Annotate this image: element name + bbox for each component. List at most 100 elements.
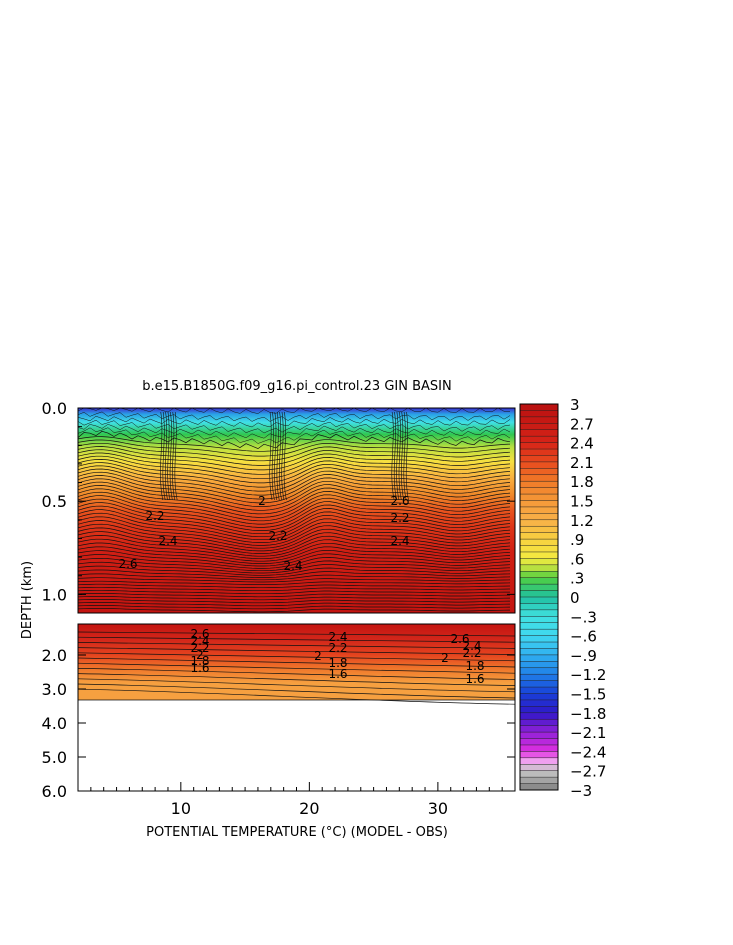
- contour-label: 2: [314, 649, 322, 663]
- colorbar-swatch: [520, 449, 558, 456]
- colorbar-swatch: [520, 461, 558, 469]
- colorbar-swatch: [520, 500, 558, 508]
- contour-label: 2.4: [158, 534, 177, 548]
- contour-line: [77, 589, 510, 595]
- contour-line: [77, 442, 511, 462]
- colorbar-swatch: [520, 687, 558, 694]
- colorbar-swatch: [520, 564, 558, 572]
- colorbar-swatch: [520, 404, 558, 411]
- contour-line: [169, 411, 173, 501]
- contour-line: [77, 531, 511, 554]
- contour-line: [77, 636, 516, 643]
- contour-line: [77, 577, 511, 583]
- contour-line: [405, 411, 409, 501]
- lower-panel: 2.62.42.221.81.62.42.22 1.81.62.62.42.221…: [77, 623, 516, 792]
- contour-line: [77, 546, 511, 564]
- lower-panel-fill: [78, 624, 515, 700]
- colorbar-swatch: [520, 764, 558, 772]
- colorbar-swatch: [520, 442, 558, 450]
- colorbar-swatch: [520, 719, 558, 727]
- colorbar-swatch: [520, 429, 558, 437]
- contour-line: [77, 662, 516, 674]
- upper-panel: 2 2.2 2.4 2.6 2.2 2.4 2.6 2.2 2.4: [77, 407, 516, 614]
- colorbar-swatch: [520, 436, 558, 444]
- contour-label: 2.6: [118, 557, 137, 571]
- colorbar-swatch: [520, 732, 558, 740]
- colorbar-swatch: [520, 783, 558, 791]
- contour-line: [77, 468, 511, 496]
- contour-line: [281, 411, 285, 501]
- x-axis-ticks: 10 20 30: [90, 782, 503, 818]
- contour-label: 2.2: [268, 529, 287, 543]
- contour-label: 2: [441, 651, 449, 665]
- x-tick-label: 30: [428, 799, 448, 818]
- contour-line: [401, 411, 405, 501]
- colorbar-swatch: [520, 609, 558, 617]
- y-axis-label: DEPTH (km): [20, 561, 35, 639]
- contour-line: [77, 550, 511, 567]
- contour-label: 2.2: [328, 641, 347, 655]
- y-tick-label: 4.0: [42, 714, 67, 733]
- contour-line: [278, 411, 282, 501]
- x-tick-label: 20: [299, 799, 319, 818]
- contour-line: [77, 583, 511, 589]
- colorbar-swatch: [520, 481, 558, 489]
- contour-line: [77, 573, 511, 581]
- colorbar-swatch: [520, 667, 558, 675]
- colorbar-swatch: [520, 738, 558, 746]
- contour-label: 2: [196, 648, 204, 662]
- contour-label: 1.8: [328, 656, 347, 670]
- contour-label: 2.2: [390, 511, 409, 525]
- lower-contour-labels: 2.62.42.221.81.62.42.22 1.81.62.62.42.221…: [190, 627, 484, 686]
- contour-line: [77, 561, 511, 574]
- contour-line: [77, 631, 516, 637]
- contour-line: [77, 565, 511, 576]
- contour-line: [274, 411, 278, 501]
- contour-line: [77, 535, 511, 557]
- contour-line: [77, 516, 511, 543]
- colorbar-swatch: [520, 410, 558, 418]
- colorbar-swatch: [520, 526, 558, 534]
- contour-line: [77, 688, 516, 705]
- y-axis-lower-ticks: 2.0 3.0 4.0 5.0 6.0: [42, 646, 515, 801]
- contour-line: [77, 586, 511, 592]
- upper-panel-frame: [77, 407, 516, 614]
- colorbar-swatch: [520, 622, 558, 630]
- contour-label: 2.2: [145, 509, 164, 523]
- colorbar-swatch: [520, 455, 558, 463]
- colorbar-swatch: [520, 590, 558, 598]
- colorbar-label: .3: [570, 570, 584, 588]
- colorbar-swatch: [520, 551, 558, 559]
- colorbar-swatch: [520, 777, 558, 785]
- contour-line: [77, 430, 511, 449]
- contour-line: [164, 411, 168, 501]
- colorbar-swatch: [520, 597, 558, 604]
- y-tick-label: 3.0: [42, 680, 67, 699]
- colorbar-swatch: [520, 744, 558, 752]
- contour-line: [77, 523, 511, 549]
- contour-line: [77, 495, 511, 525]
- colorbar-swatch: [520, 571, 558, 579]
- contour-line: [77, 475, 511, 504]
- contour-line: [77, 436, 511, 452]
- contour-line: [77, 678, 516, 693]
- contour-line: [77, 569, 511, 578]
- contour-line: [77, 478, 511, 507]
- colorbar-swatch: [520, 519, 558, 527]
- contour-line: [77, 554, 511, 569]
- colorbar-swatch: [520, 423, 558, 431]
- contour-label: 2.4: [283, 559, 302, 573]
- x-tick-label: 10: [171, 799, 191, 818]
- colorbar-swatch: [520, 699, 558, 707]
- contour-line: [77, 446, 511, 466]
- contour-line: [77, 605, 511, 610]
- contour-label: 1.8: [190, 654, 209, 668]
- contour-line: [174, 411, 178, 501]
- colorbar-swatch: [520, 545, 558, 553]
- colorbar-swatch: [520, 506, 558, 514]
- x-axis-label: POTENTIAL TEMPERATURE (°C) (MODEL - OBS): [146, 825, 448, 840]
- colorbar-swatch: [520, 693, 558, 701]
- contour-line: [269, 411, 273, 501]
- colorbar-swatch: [520, 751, 558, 759]
